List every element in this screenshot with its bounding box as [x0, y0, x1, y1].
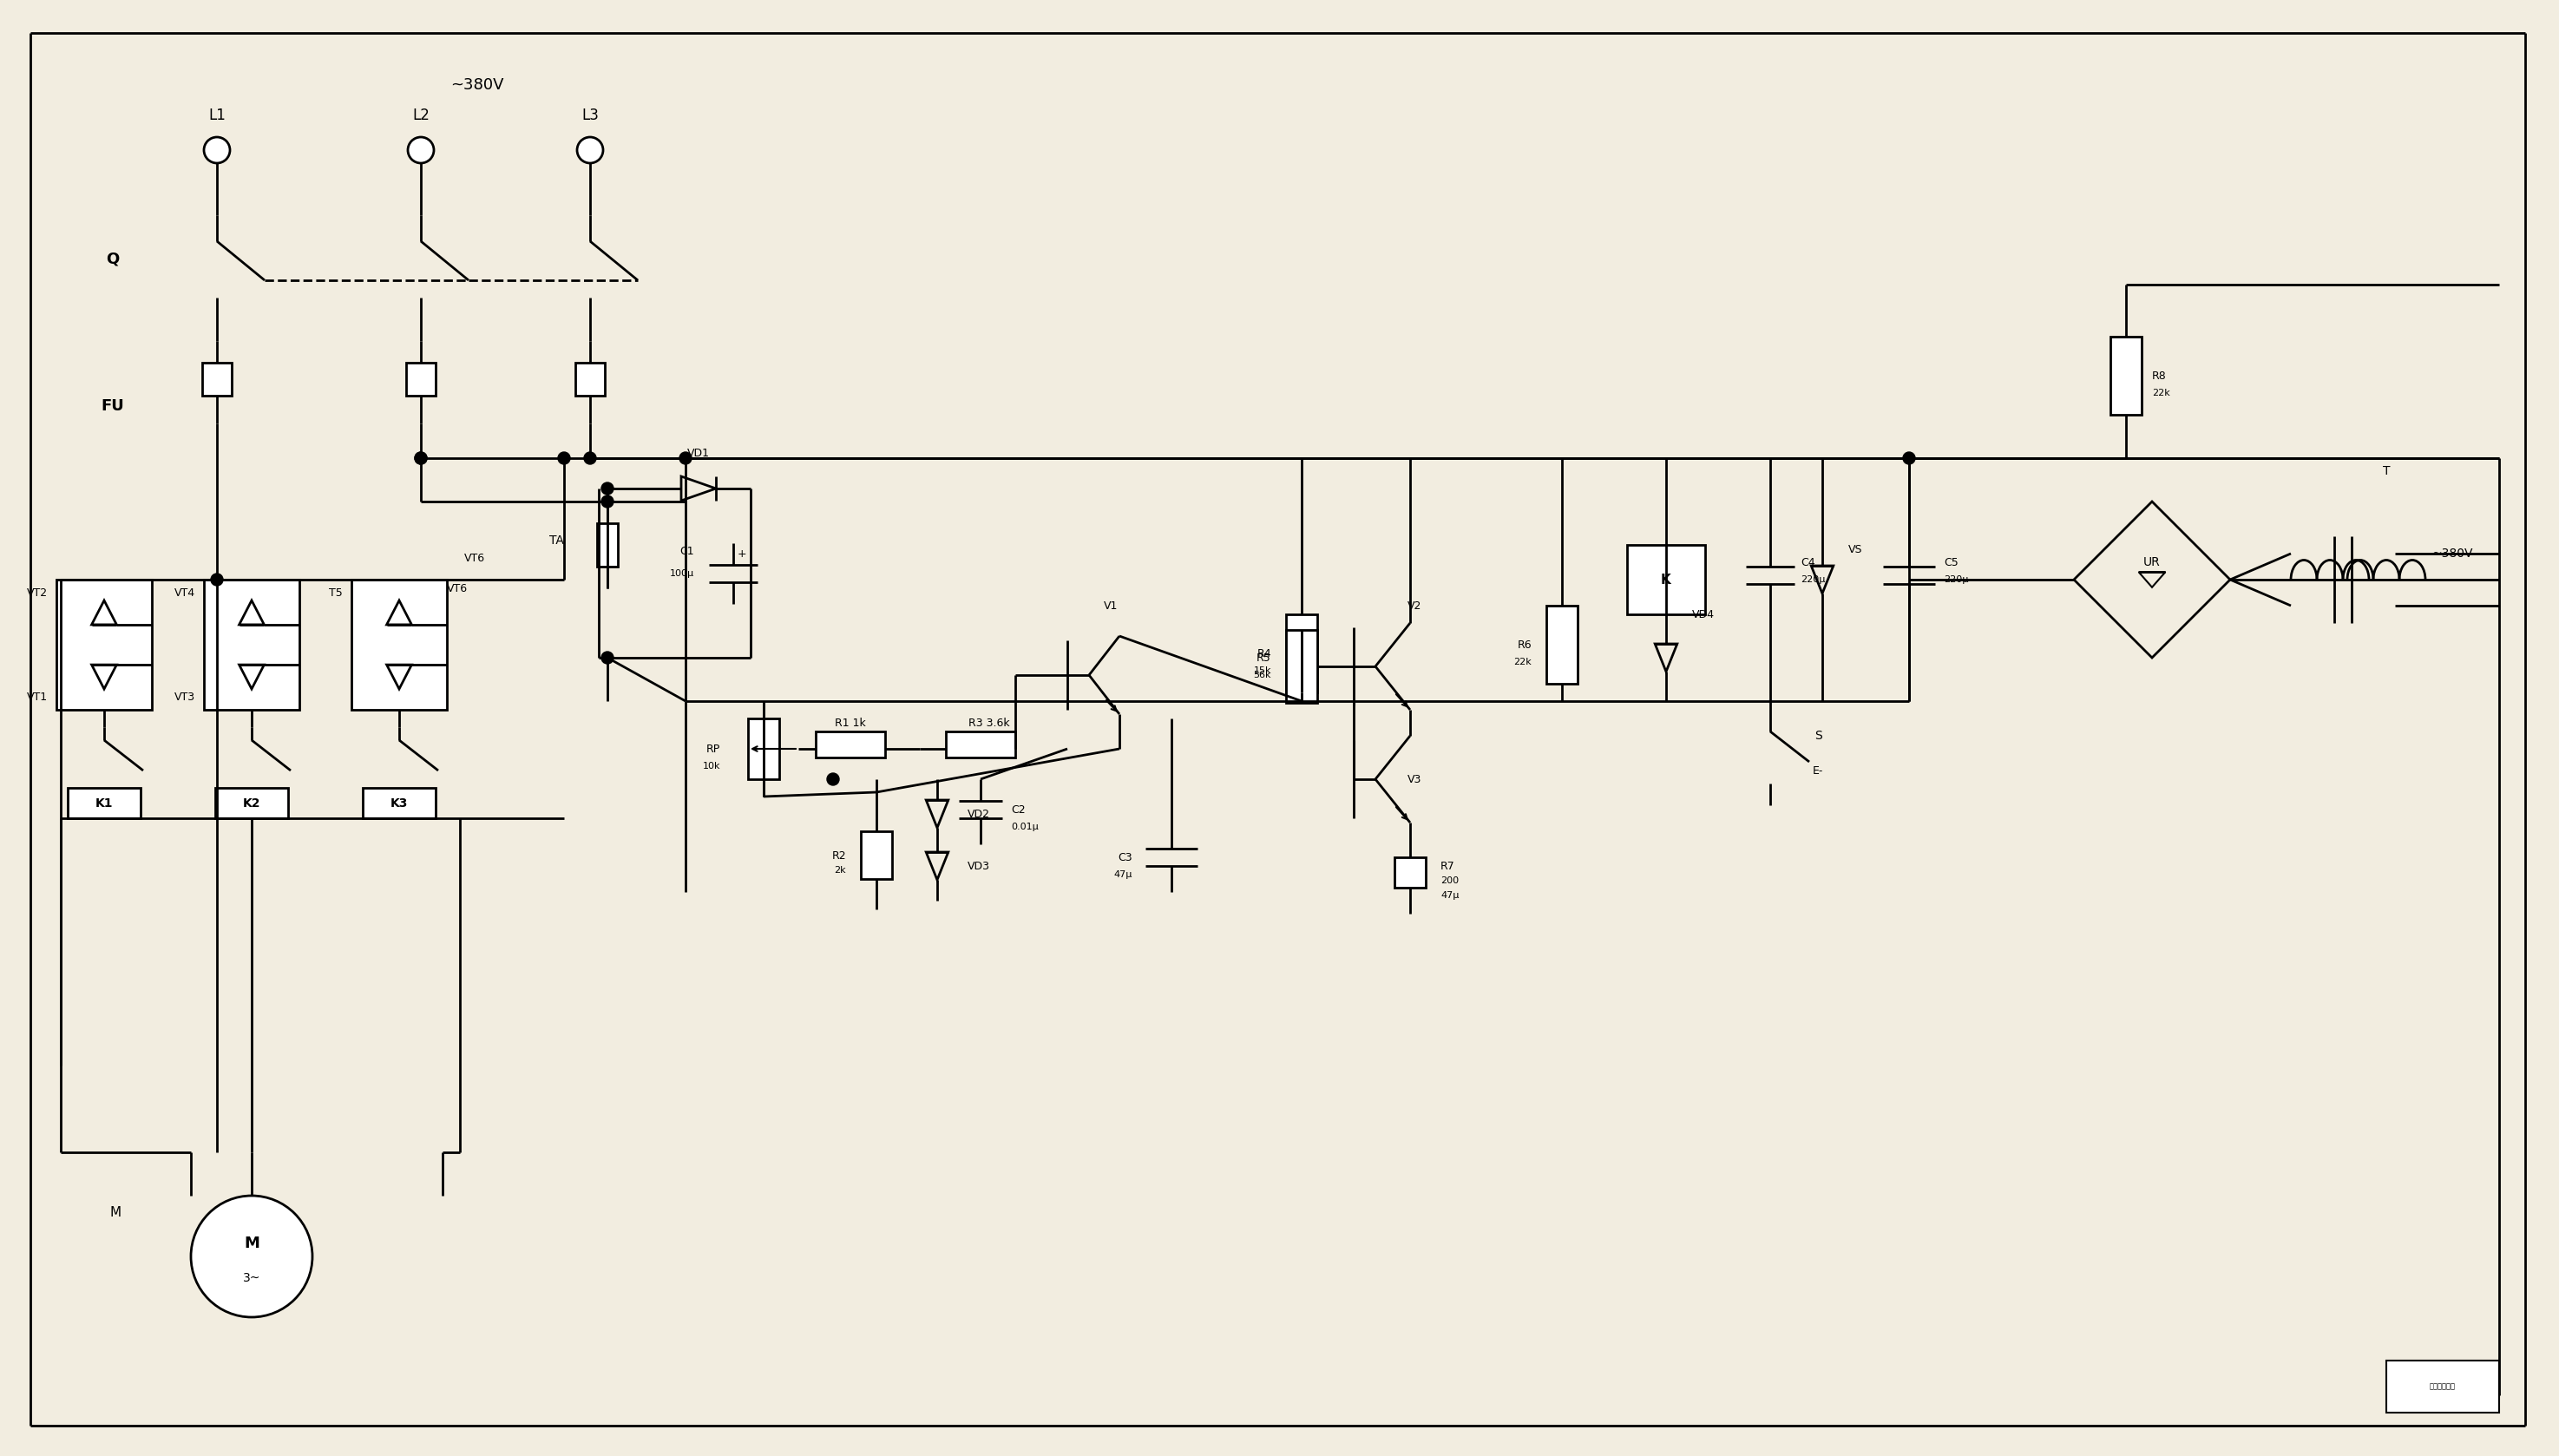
Circle shape	[558, 451, 571, 464]
Text: 22k: 22k	[1512, 658, 1533, 667]
Text: +: +	[737, 549, 747, 559]
Bar	[1287, 630, 1318, 703]
Text: 200: 200	[1441, 877, 1459, 885]
Bar	[816, 731, 885, 757]
Circle shape	[583, 451, 596, 464]
Text: 0.01μ: 0.01μ	[1011, 823, 1039, 831]
Text: VT3: VT3	[174, 692, 194, 702]
Text: 3~: 3~	[243, 1273, 261, 1284]
Bar	[67, 788, 141, 818]
Text: K2: K2	[243, 798, 261, 810]
Text: R7: R7	[1441, 860, 1456, 872]
Text: R8: R8	[2152, 370, 2167, 381]
Text: VT6: VT6	[448, 582, 468, 594]
Circle shape	[601, 495, 614, 508]
Text: 47μ: 47μ	[1113, 871, 1134, 879]
Bar	[2111, 336, 2142, 415]
Text: UR: UR	[2144, 556, 2160, 568]
Text: 2k: 2k	[834, 866, 847, 875]
Bar	[1395, 858, 1425, 888]
Circle shape	[601, 652, 614, 664]
Text: R4: R4	[1256, 648, 1272, 660]
Bar	[947, 731, 1016, 757]
Text: T5: T5	[330, 587, 343, 598]
Text: VT1: VT1	[26, 692, 49, 702]
Bar	[2388, 1360, 2500, 1412]
Text: V1: V1	[1103, 600, 1118, 612]
Bar	[202, 363, 233, 396]
Bar	[576, 363, 604, 396]
Text: 220μ: 220μ	[1802, 575, 1825, 584]
Text: 56k: 56k	[1254, 671, 1272, 680]
Text: E-: E-	[1812, 764, 1825, 776]
Text: VD2: VD2	[967, 808, 990, 820]
Text: K: K	[1661, 574, 1671, 587]
Text: 47μ: 47μ	[1441, 891, 1459, 900]
Text: R1 1k: R1 1k	[834, 718, 865, 728]
Text: C3: C3	[1118, 852, 1134, 863]
Text: K3: K3	[392, 798, 407, 810]
Bar	[1628, 545, 1704, 614]
Text: VS: VS	[1848, 543, 1863, 555]
Bar	[215, 788, 289, 818]
Text: L1: L1	[207, 108, 225, 124]
Bar	[351, 579, 448, 709]
Circle shape	[601, 482, 614, 495]
Bar	[596, 523, 617, 566]
Text: TA: TA	[550, 534, 563, 546]
Text: RP: RP	[706, 743, 719, 754]
Circle shape	[415, 451, 427, 464]
Text: R2: R2	[832, 850, 847, 860]
Text: V2: V2	[1407, 600, 1423, 612]
Text: 15k: 15k	[1254, 667, 1272, 676]
Circle shape	[1904, 451, 1914, 464]
Text: 100μ: 100μ	[670, 569, 693, 578]
Text: R5: R5	[1256, 652, 1272, 664]
Bar	[1546, 606, 1576, 684]
Text: C2: C2	[1011, 804, 1026, 815]
Text: C1: C1	[681, 546, 693, 558]
Text: FU: FU	[102, 399, 125, 414]
Text: VT2: VT2	[26, 587, 49, 598]
Text: S: S	[1814, 729, 1822, 743]
Circle shape	[407, 137, 435, 163]
Text: L3: L3	[581, 108, 599, 124]
Text: K1: K1	[95, 798, 113, 810]
Bar	[407, 363, 435, 396]
Text: ~380V: ~380V	[2431, 547, 2472, 559]
Text: 22k: 22k	[2152, 389, 2170, 397]
Bar	[205, 579, 299, 709]
Circle shape	[827, 773, 839, 785]
Text: VT4: VT4	[174, 587, 194, 598]
Text: T: T	[2382, 464, 2390, 478]
Text: ~380V: ~380V	[450, 77, 504, 93]
Text: M: M	[243, 1236, 258, 1251]
Text: L2: L2	[412, 108, 430, 124]
Text: VD3: VD3	[967, 860, 990, 872]
Text: C4: C4	[1802, 556, 1814, 568]
Text: 维库电子市场: 维库电子市场	[2428, 1383, 2457, 1390]
Circle shape	[205, 137, 230, 163]
Circle shape	[210, 574, 223, 585]
Text: VD4: VD4	[1691, 609, 1715, 620]
Text: VD1: VD1	[688, 448, 709, 460]
Text: VT6: VT6	[463, 552, 486, 563]
Circle shape	[578, 137, 604, 163]
Text: M: M	[110, 1207, 120, 1220]
Text: V3: V3	[1407, 773, 1423, 785]
Circle shape	[192, 1195, 312, 1318]
Text: R3 3.6k: R3 3.6k	[967, 718, 1011, 728]
Text: 10k: 10k	[701, 761, 719, 770]
Bar	[363, 788, 435, 818]
Bar	[747, 718, 780, 779]
Circle shape	[681, 451, 691, 464]
Text: Q: Q	[105, 250, 120, 266]
Circle shape	[415, 451, 427, 464]
Bar	[56, 579, 151, 709]
Text: R6: R6	[1517, 639, 1533, 651]
Bar	[860, 831, 893, 879]
Bar	[1287, 614, 1318, 693]
Text: C5: C5	[1945, 556, 1958, 568]
Text: 220μ: 220μ	[1945, 575, 1968, 584]
